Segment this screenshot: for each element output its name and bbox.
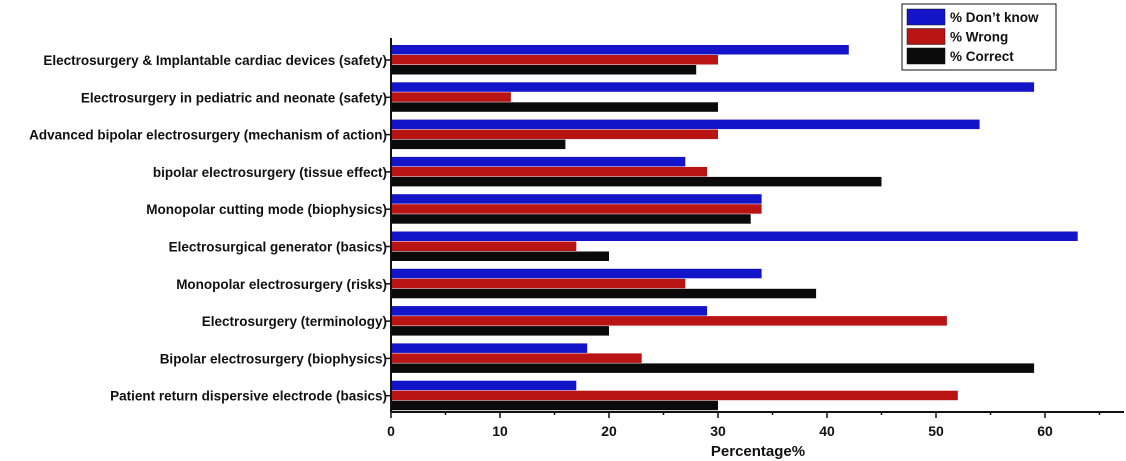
bar-dont-know-0 [391,45,849,55]
y-tick-label: Advanced bipolar electrosurgery (mechani… [29,128,387,143]
bar-wrong-9 [391,390,958,401]
bar-wrong-8 [391,353,642,363]
bar-correct-5 [391,251,609,261]
bar-dont-know-3 [391,156,686,167]
bar-correct-3 [391,176,882,187]
bar-wrong-3 [391,166,708,177]
bar-dont-know-6 [391,268,762,279]
x-tick-label: 10 [492,423,508,439]
bar-wrong-4 [391,204,762,214]
bar-correct-8 [391,363,1035,373]
bar-wrong-5 [391,241,577,251]
bar-dont-know-1 [391,82,1035,92]
x-tick-label: 30 [710,423,726,439]
legend-label-correct: % Correct [950,49,1014,64]
legend: % Don’t know % Wrong % Correct [901,3,1057,71]
bar-dont-know-5 [391,231,1078,241]
x-axis-ticks: 0 10 20 30 40 50 60 [387,412,1101,439]
x-tick-label: 40 [819,423,835,439]
bar-dont-know-2 [391,119,980,130]
legend-label-wrong: % Wrong [950,30,1008,45]
bar-dont-know-4 [391,194,762,204]
y-tick-label: Electrosurgery (terminology) [202,314,387,329]
y-tick-label: Electrosurgery & Implantable cardiac dev… [43,53,387,68]
bar-correct-1 [391,102,718,112]
y-tick-label: Patient return dispersive electrode (bas… [110,389,387,404]
y-tick-label: Electrosurgery in pediatric and neonate … [81,90,387,105]
y-tick-label: Electrosurgical generator (basics) [169,240,387,255]
y-axis-labels: Electrosurgery & Implantable cardiac dev… [29,53,391,404]
bar-correct-6 [391,288,817,299]
x-tick-label: 60 [1037,423,1053,439]
x-axis-label: Percentage% [711,443,805,460]
bar-dont-know-9 [391,380,577,391]
bar-wrong-2 [391,129,718,140]
bar-wrong-6 [391,278,686,289]
x-tick-label: 50 [928,423,944,439]
bar-correct-9 [391,400,718,411]
x-tick-label: 20 [601,423,617,439]
bar-dont-know-7 [391,306,708,316]
y-tick-label: Monopolar electrosurgery (risks) [176,277,387,292]
x-tick-label: 0 [387,423,395,439]
bars-layer [391,45,1078,411]
y-tick-label: Monopolar cutting mode (biophysics) [146,202,387,217]
bar-correct-7 [391,326,609,336]
bar-wrong-7 [391,316,947,326]
bar-wrong-1 [391,92,511,102]
bar-correct-0 [391,65,697,75]
bar-correct-2 [391,139,566,150]
bar-dont-know-8 [391,343,588,353]
y-tick-label: Bipolar electrosurgery (biophysics) [160,351,387,366]
legend-swatch-correct [906,47,946,65]
legend-label-dont-know: % Don’t know [950,10,1039,25]
y-tick-label: bipolar electrosurgery (tissue effect) [153,165,387,180]
legend-swatch-wrong [906,28,946,45]
bar-wrong-0 [391,55,718,65]
legend-swatch-dont-know [906,8,946,26]
bar-correct-4 [391,214,751,224]
